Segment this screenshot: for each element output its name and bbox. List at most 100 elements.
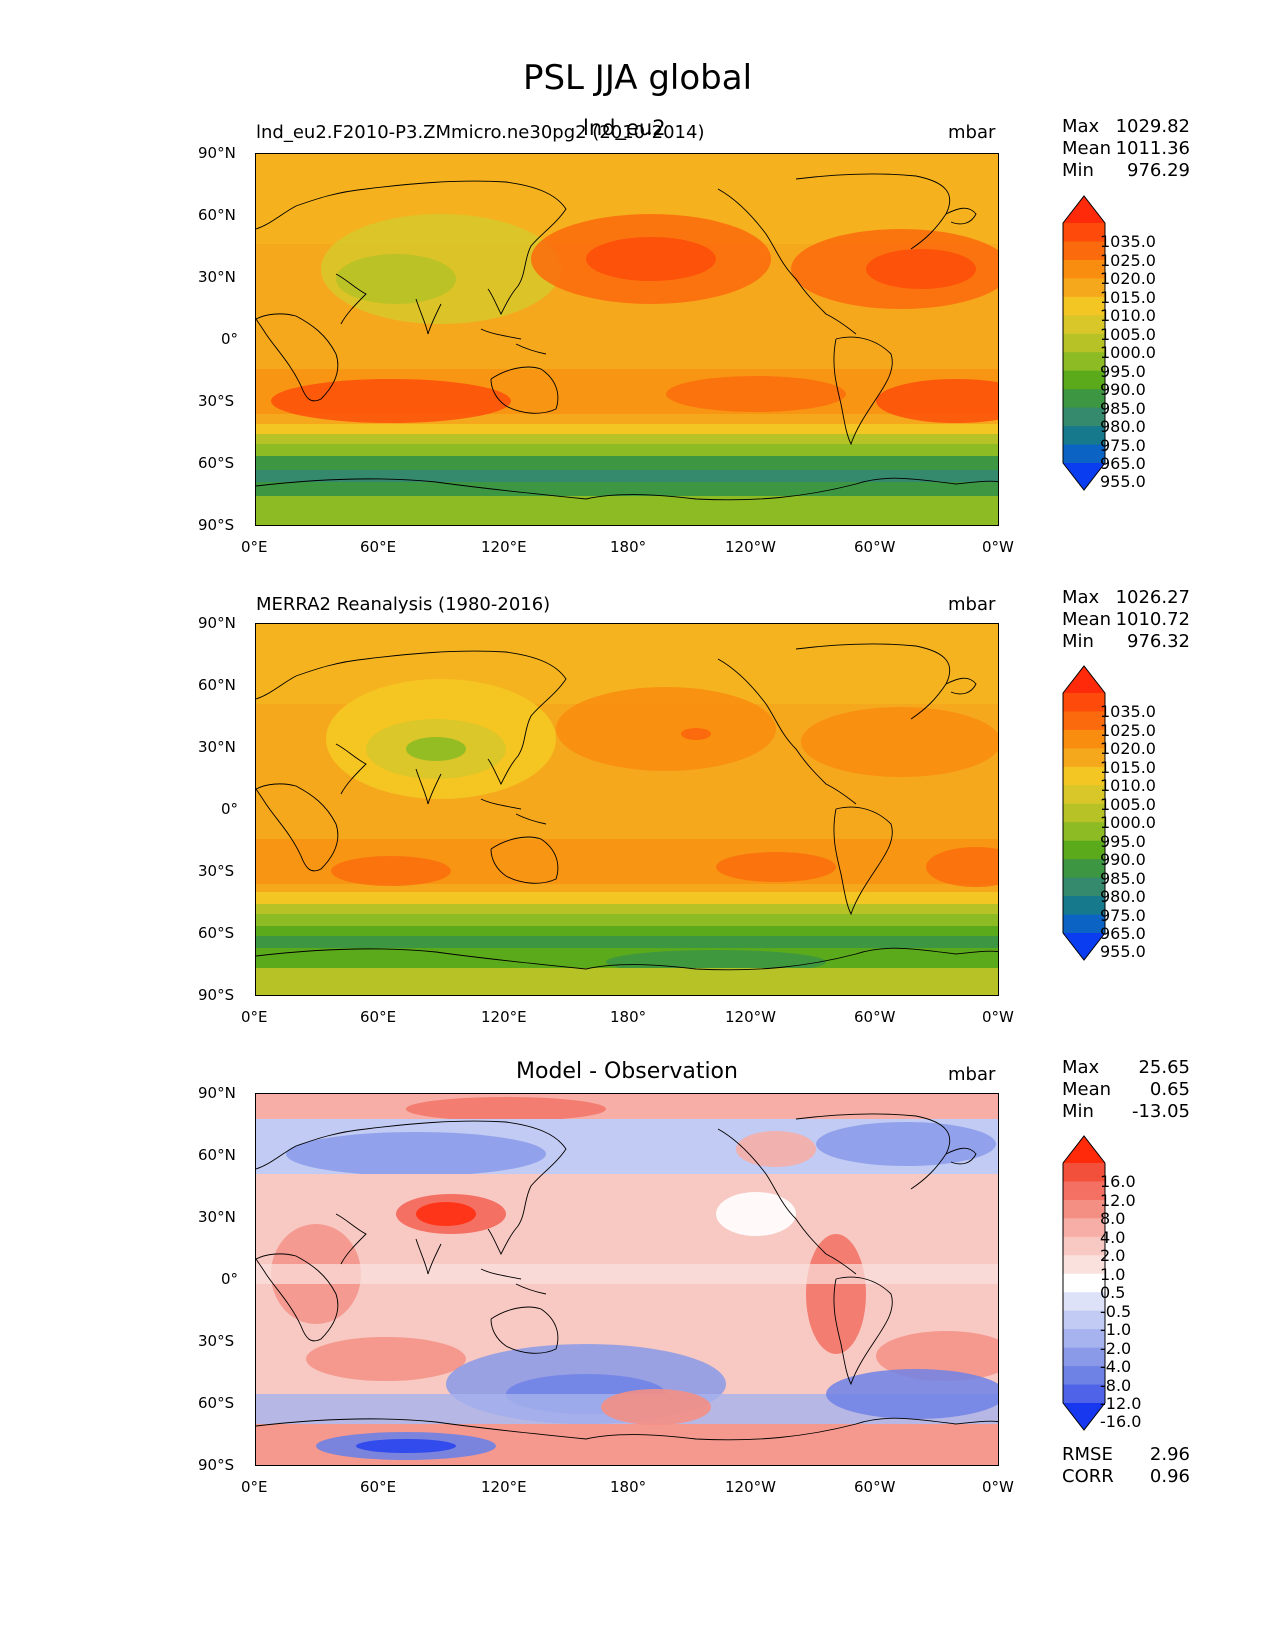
tropical-band: [256, 1174, 998, 1304]
stat-label: Min: [1062, 631, 1094, 652]
stat-label: Mean: [1062, 1079, 1112, 1100]
andes-positive: [806, 1234, 866, 1354]
indian-ocean-high: [271, 379, 511, 423]
band-980: [256, 456, 998, 470]
stat-label: Mean: [1062, 609, 1112, 630]
atlantic-negative: [816, 1122, 996, 1166]
colorbar-segment: [1063, 1163, 1105, 1182]
lon-tick: 120°E: [481, 1478, 527, 1496]
south-america-coast: [833, 1276, 893, 1386]
panel-3-units: mbar: [948, 1064, 996, 1085]
lat-tick: 0°: [221, 1270, 239, 1288]
lat-tick: 30°N: [198, 738, 236, 756]
india-coast: [415, 768, 442, 805]
lon-tick: 60°W: [854, 1478, 896, 1496]
colorbar-label: 1000.0: [1100, 343, 1156, 363]
colorbar-graphic: [1062, 665, 1106, 961]
panel-2-colorbar: [1062, 665, 1106, 961]
colorbar-label: -12.0: [1100, 1394, 1142, 1413]
south-america-coast: [833, 336, 893, 446]
asian-low-core: [406, 737, 466, 761]
panel-3-title: Model - Observation: [516, 1059, 738, 1084]
india-coast: [415, 1238, 442, 1275]
colorbar-segment: [1063, 1199, 1105, 1219]
colorbar-segment: [1063, 1329, 1105, 1349]
greenland-coast: [945, 1147, 977, 1165]
colorbar-label: 975.0: [1100, 905, 1146, 925]
colorbar-label: 12.0: [1100, 1190, 1136, 1210]
india-coast: [415, 298, 442, 335]
east-antarctica-negative-core: [356, 1439, 456, 1453]
south-atlantic-high: [926, 847, 998, 887]
colorbar-label: 1035.0: [1100, 232, 1156, 252]
greenland-coast: [945, 677, 977, 695]
colorbar-segment: [1063, 1273, 1105, 1293]
lon-tick: 120°W: [725, 1478, 776, 1496]
stat-value: 0.65: [1149, 1079, 1190, 1100]
stat-mean: Mean 1011.36: [1062, 138, 1190, 160]
amundsen-negative: [826, 1369, 998, 1419]
colorbar-label: 2.0: [1100, 1246, 1126, 1266]
lon-tick: 180°: [610, 1008, 647, 1026]
lon-tick: 60°W: [854, 1008, 896, 1026]
stat-label: Mean: [1062, 138, 1112, 159]
lon-tick: 120°W: [725, 1008, 776, 1026]
band-980: [256, 936, 998, 948]
lon-tick: 0°E: [241, 538, 268, 556]
lat-tick: 90°N: [198, 144, 236, 162]
colorbar-segment: [1063, 1310, 1105, 1330]
antarctica: [256, 496, 998, 525]
stat-value: -13.05: [1131, 1101, 1190, 1122]
colorbar-label: 965.0: [1100, 454, 1146, 473]
colorbar-label: 995.0: [1100, 831, 1146, 851]
stat-max: Max 1029.82: [1062, 116, 1190, 138]
colorbar-extend-top: [1063, 196, 1105, 223]
panel-1-units: mbar: [948, 122, 996, 143]
lon-tick: 0°E: [241, 1478, 268, 1496]
colorbar-label: 1005.0: [1100, 324, 1156, 344]
eurasia-coast: [256, 1120, 567, 1256]
colorbar-segment: [1063, 1218, 1105, 1238]
panel-1-title: lnd_eu2.F2010-P3.ZMmicro.ne30pg2 (2010-2…: [256, 122, 705, 143]
band-995: [256, 904, 998, 914]
lon-tick: 60°E: [360, 538, 397, 556]
coastlines: [256, 173, 998, 501]
colorbar-label: 995.0: [1100, 361, 1146, 381]
lat-tick: 90°S: [198, 986, 235, 1004]
lon-tick: 180°: [610, 538, 647, 556]
stat-max: Max 25.65: [1062, 1057, 1190, 1079]
colorbar-graphic: [1062, 1135, 1106, 1431]
panel-1-colorbar-labels: 1035.0 1025.0 1020.0 1015.0 1010.0 1005.0 1000…: [1100, 195, 1200, 491]
lat-tick: 60°S: [198, 454, 235, 472]
lat-tick: 30°S: [198, 1332, 235, 1350]
panel-3-extra-stats: RMSE 2.96 CORR 0.96: [1062, 1444, 1190, 1488]
eurasia-coast: [256, 180, 567, 316]
colorbar-segment: [1063, 352, 1105, 372]
lat-tick: 60°S: [198, 1394, 235, 1412]
colorbar-label: -2.0: [1100, 1338, 1132, 1358]
antarctica-coast: [256, 1417, 998, 1441]
band-1005: [256, 892, 998, 904]
lat-tick: 90°S: [198, 1456, 235, 1474]
stat-max: Max 1026.27: [1062, 587, 1190, 609]
colorbar-segment: [1063, 859, 1105, 879]
colorbar-label: 4.0: [1100, 1227, 1126, 1247]
australia-coast: [490, 836, 559, 884]
colorbar-segment: [1063, 803, 1105, 823]
lat-tick: 90°N: [198, 1084, 236, 1102]
stat-value: 2.96: [1149, 1444, 1190, 1465]
panel-1-map: [255, 153, 999, 526]
stat-min: Min 976.29: [1062, 160, 1190, 182]
north-pacific-high-core: [681, 728, 711, 740]
colorbar-segment: [1063, 785, 1105, 805]
colorbar-segment: [1063, 370, 1105, 390]
colorbar-segment: [1063, 1181, 1105, 1201]
stat-label: RMSE: [1062, 1444, 1113, 1465]
panel-3-colorbar: [1062, 1135, 1106, 1431]
lat-tick: 60°N: [198, 1146, 236, 1164]
colorbar-outline: [1062, 195, 1106, 491]
antarctica-coast: [256, 477, 998, 501]
colorbar-label: -8.0: [1100, 1375, 1132, 1395]
band-995: [256, 434, 998, 444]
north-pacific-high-core: [586, 237, 716, 281]
